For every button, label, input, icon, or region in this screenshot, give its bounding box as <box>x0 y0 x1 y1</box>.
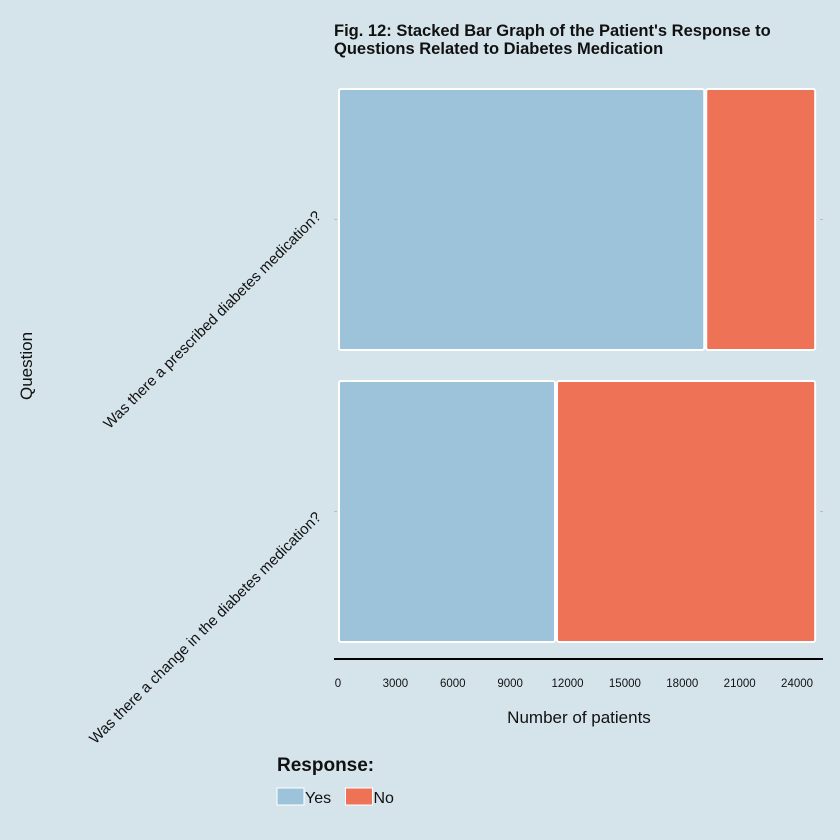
x-tick-label: 6000 <box>440 678 466 690</box>
bar-no-1 <box>705 88 817 351</box>
x-tick-label: 15000 <box>609 678 641 690</box>
legend-label-yes: Yes <box>305 790 331 807</box>
x-tick-label: 3000 <box>383 678 409 690</box>
legend-label-no: No <box>374 790 395 807</box>
category-label-2: Was there a change in the diabetes medic… <box>86 509 325 748</box>
x-tick-label: 9000 <box>497 678 523 690</box>
legend-title: Response: <box>277 755 374 776</box>
x-tick-label: 18000 <box>666 678 698 690</box>
x-tick-label: 0 <box>335 678 341 690</box>
y-axis-title: Question <box>17 332 36 400</box>
category-label-1: Was there a prescribed diabetes medicati… <box>100 208 324 432</box>
chart-title-line-2: Questions Related to Diabetes Medication <box>334 40 663 58</box>
x-tick-label: 24000 <box>781 678 813 690</box>
bars-layer <box>334 88 823 643</box>
x-tick-label: 21000 <box>724 678 756 690</box>
category-labels: Was there a prescribed diabetes medicati… <box>86 208 325 748</box>
x-tick-label: 12000 <box>552 678 584 690</box>
x-ticks: 0 3000 6000 9000 12000 15000 18000 21000 24000 <box>335 678 813 690</box>
chart-title-line-1: Fig. 12: Stacked Bar Graph of the Patien… <box>334 22 771 40</box>
bar-yes-1 <box>338 88 706 351</box>
x-axis-title: Number of patients <box>507 708 651 727</box>
legend: Yes No <box>276 787 395 807</box>
legend-swatch-no <box>345 787 373 806</box>
bar-yes-2 <box>338 380 557 643</box>
bar-no-2 <box>556 380 817 643</box>
legend-swatch-yes <box>276 787 305 806</box>
